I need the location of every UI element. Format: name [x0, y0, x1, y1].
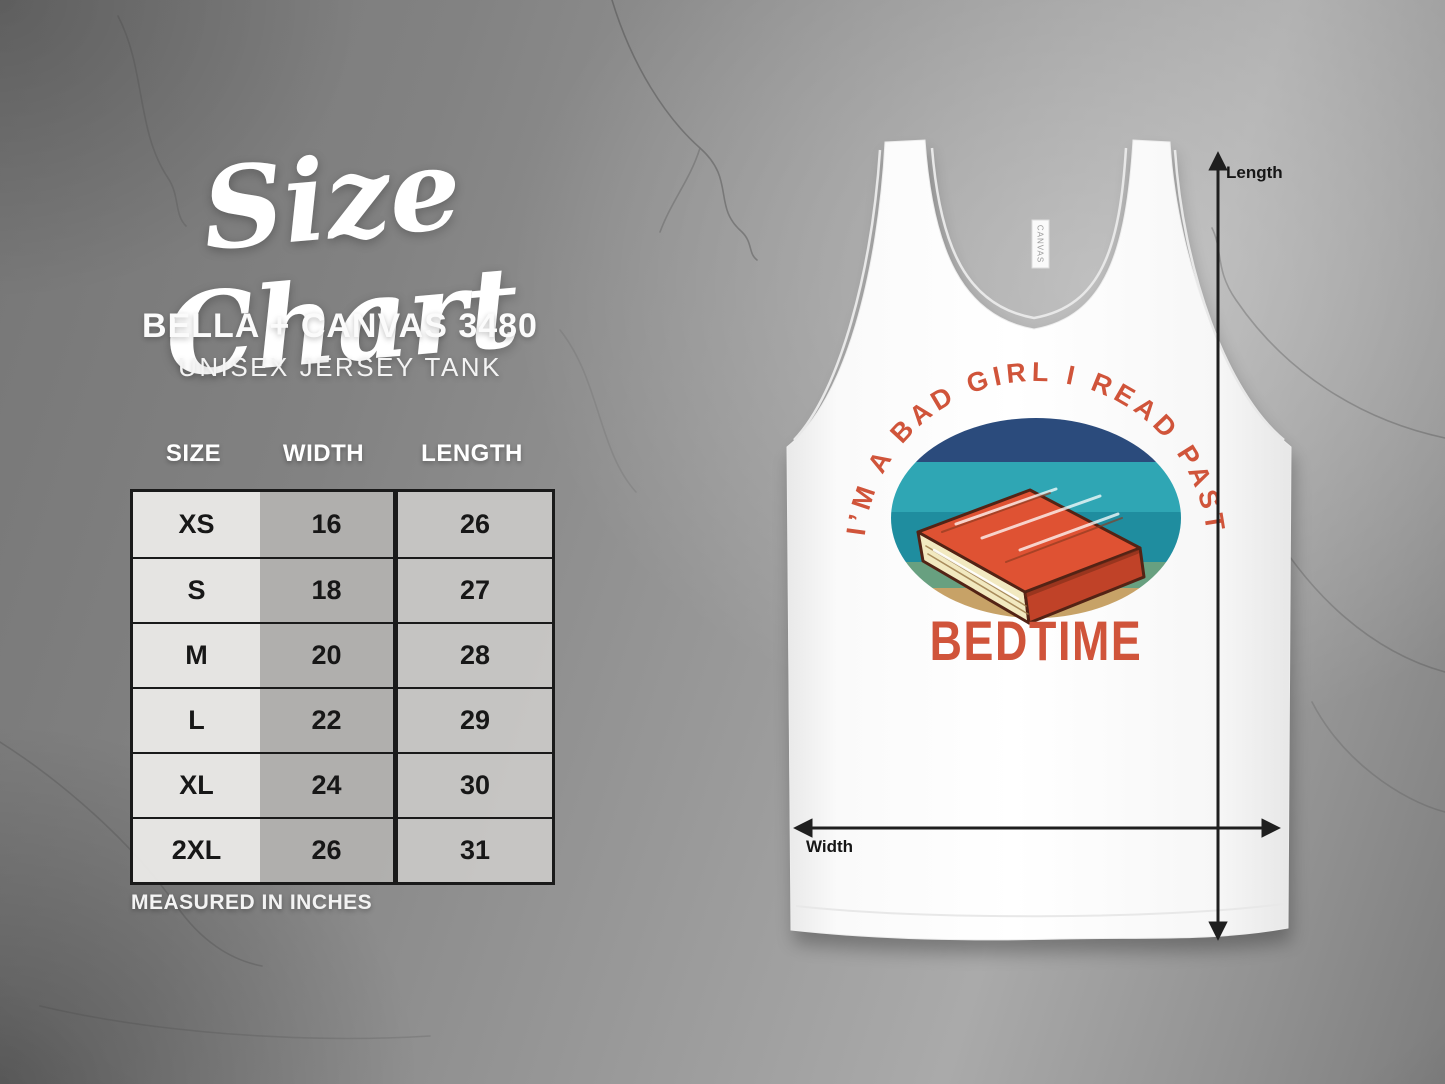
- shirt-design: I’M A BAD GIRL I READ PAST BEDTIME: [841, 357, 1226, 672]
- width-label: Width: [806, 837, 853, 856]
- column-header-length: LENGTH: [421, 440, 523, 467]
- table-row: XL 24: [133, 752, 393, 817]
- table-row: M 20: [133, 622, 393, 687]
- width-cell: 22: [260, 689, 393, 752]
- length-cell: 29: [398, 687, 552, 752]
- table-row: S 18: [133, 557, 393, 622]
- column-header-size: SIZE: [165, 440, 222, 467]
- book-illustration: [916, 488, 1146, 625]
- book-cover: [916, 488, 1142, 594]
- length-cell: 30: [398, 752, 552, 817]
- length-cell: 27: [398, 557, 552, 622]
- table-row: 2XL 26: [133, 817, 393, 882]
- width-cell: 16: [260, 492, 393, 557]
- size-cell: S: [133, 559, 260, 622]
- length-label: Length: [1226, 163, 1283, 182]
- size-cell: XL: [133, 754, 260, 817]
- width-cell: 26: [260, 819, 393, 882]
- size-cell: XS: [133, 492, 260, 557]
- table-footnote: MEASURED IN INCHES: [131, 891, 373, 914]
- table-row: XS 16: [133, 492, 393, 557]
- product-type: UNISEX JERSEY TANK: [178, 352, 502, 382]
- neck-tag-label: CANVAS: [1036, 225, 1045, 263]
- column-header-width: WIDTH: [282, 440, 365, 467]
- product-name: BELLA + CANVAS 3480: [142, 307, 538, 345]
- size-cell: L: [133, 689, 260, 752]
- width-cell: 18: [260, 559, 393, 622]
- tank-top-mockup: CANVAS: [786, 139, 1294, 953]
- size-cell: 2XL: [133, 819, 260, 882]
- neck-tag: CANVAS: [1031, 219, 1050, 269]
- length-cell: 31: [398, 817, 552, 882]
- length-table: 26 27 28 29 30 31: [395, 489, 555, 885]
- width-cell: 20: [260, 624, 393, 687]
- size-cell: M: [133, 624, 260, 687]
- size-width-table: XS 16 S 18 M 20 L 22 XL 24 2XL 26: [130, 489, 396, 885]
- length-cell: 28: [398, 622, 552, 687]
- length-cell: 26: [459, 509, 491, 539]
- book-details: [925, 487, 1139, 615]
- size-table-header: SIZE WIDTH LENGTH: [130, 440, 554, 468]
- measurement-arrows: [793, 151, 1281, 941]
- bedtime-text: BEDTIME: [930, 609, 1143, 672]
- table-row: L 22: [133, 687, 393, 752]
- width-cell: 24: [260, 754, 393, 817]
